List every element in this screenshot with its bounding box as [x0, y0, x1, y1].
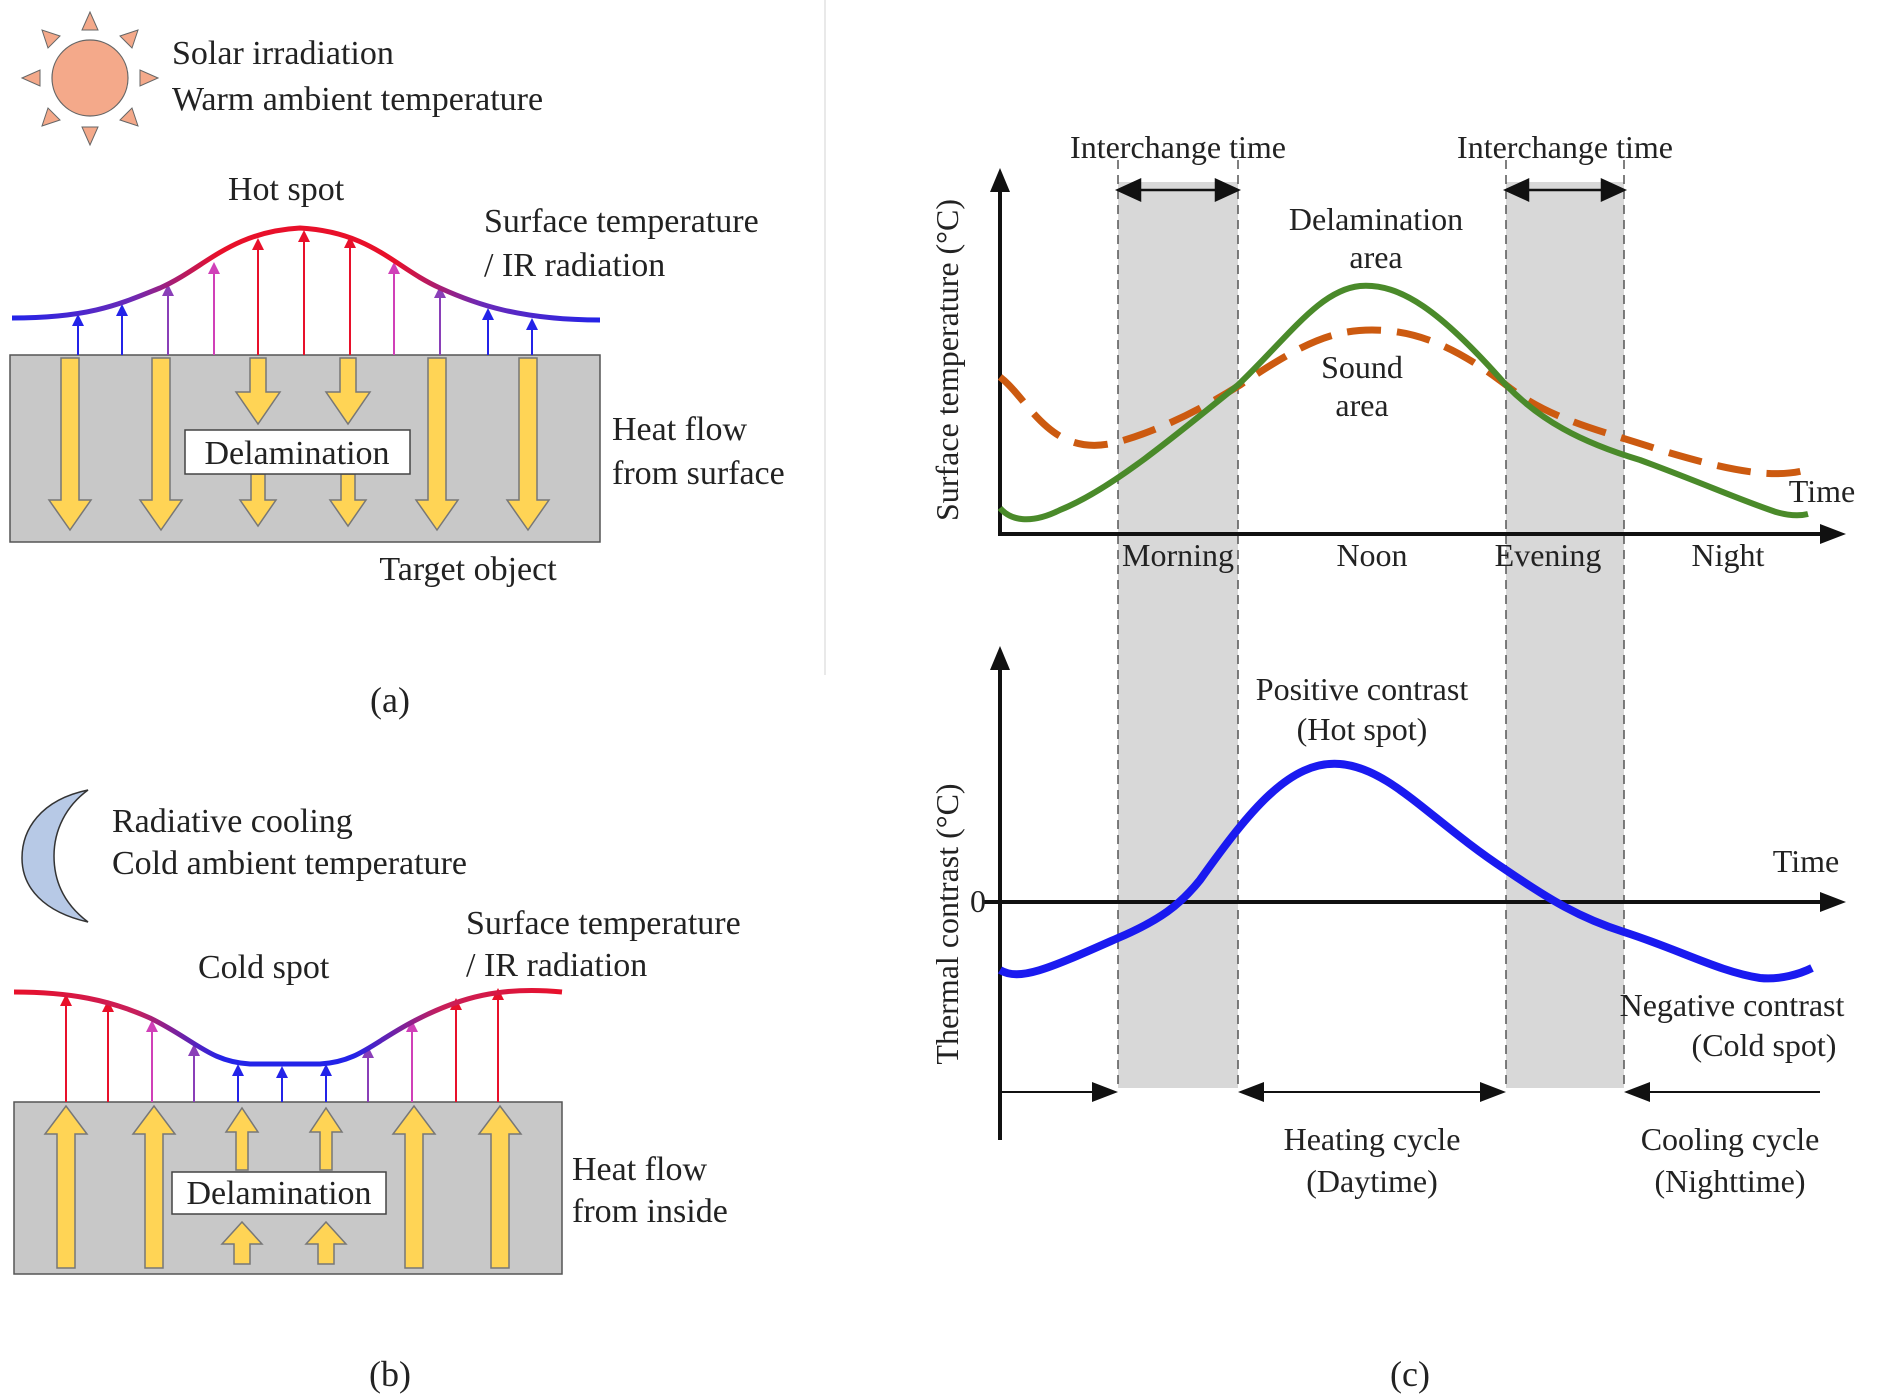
panel-a-spot-label: Hot spot — [228, 171, 345, 208]
interchange-arrows — [1114, 178, 1628, 202]
negative-contrast-line1: Negative contrast — [1620, 987, 1845, 1023]
moon-icon — [21, 789, 89, 923]
panel-a-surface-line2: / IR radiation — [484, 247, 665, 284]
delamination-label-line2: area — [1349, 239, 1402, 275]
panel-a-caption: (a) — [370, 680, 410, 720]
sound-area-curve — [997, 326, 1807, 478]
panel-b-delamination-box — [171, 1171, 387, 1215]
panel-a-heat-line1: Heat flow — [612, 411, 747, 448]
period-label-morning: Morning — [1122, 537, 1234, 573]
bottom-chart-ylabel: Thermal contrast (°C) — [929, 783, 965, 1064]
panel-b-defect-label: Delamination — [186, 1175, 371, 1212]
period-label-evening: Evening — [1495, 537, 1602, 573]
top-chart-axes — [990, 168, 1846, 544]
cycle-arrows — [1000, 1082, 1820, 1102]
top-chart-xlabel: Time — [1789, 473, 1855, 509]
cooling-cycle-line1: Cooling cycle — [1641, 1121, 1820, 1157]
panel-b-caption: (b) — [369, 1354, 411, 1394]
heating-cycle-line1: Heating cycle — [1284, 1121, 1461, 1157]
panel-a: Solar irradiation Warm ambient temperatu… — [9, 10, 785, 720]
panel-a-surface-line1: Surface temperature — [484, 203, 759, 240]
panel-b-heat-line2: from inside — [572, 1193, 728, 1230]
bottom-chart-axes — [984, 646, 1846, 1140]
bottom-chart-xlabel: Time — [1773, 843, 1839, 879]
panel-a-env-line1: Solar irradiation — [172, 35, 394, 72]
interchange-band-evening — [1506, 182, 1624, 1088]
panel-b-env-line2: Cold ambient temperature — [112, 845, 467, 882]
panel-b-env-line1: Radiative cooling — [112, 803, 353, 840]
panel-b-spot-label: Cold spot — [198, 949, 330, 986]
panel-b-surface-curve — [13, 987, 563, 1067]
panel-b-ir-arrows — [60, 988, 504, 1102]
sound-label-line2: area — [1335, 387, 1388, 423]
sound-label-line1: Sound — [1321, 349, 1403, 385]
sun-icon — [20, 10, 160, 147]
panel-a-surface-curve — [11, 225, 601, 323]
panel-b-surface-line1: Surface temperature — [466, 905, 741, 942]
panel-a-ir-arrows — [72, 230, 538, 355]
delamination-label-line1: Delamination — [1289, 201, 1463, 237]
interchange-band-morning — [1118, 182, 1238, 1088]
panel-c: Interchange time Interchange time Surfac… — [929, 129, 1855, 1394]
panel-a-heat-line2: from surface — [612, 455, 785, 492]
zero-tick-label: 0 — [970, 883, 986, 919]
period-label-noon: Noon — [1336, 537, 1407, 573]
panel-a-env-line2: Warm ambient temperature — [172, 81, 543, 118]
heating-cycle-line2: (Daytime) — [1306, 1163, 1438, 1199]
interchange-label-1: Interchange time — [1070, 129, 1286, 165]
negative-contrast-line2: (Cold spot) — [1692, 1027, 1837, 1063]
panel-a-delamination-box — [184, 429, 411, 475]
panel-a-defect-label: Delamination — [204, 435, 389, 472]
positive-contrast-line1: Positive contrast — [1256, 671, 1469, 707]
period-label-night: Night — [1692, 537, 1765, 573]
panel-a-heat-arrows — [47, 357, 551, 532]
panel-b-surface-line2: / IR radiation — [466, 947, 647, 984]
thermal-contrast-curve — [997, 759, 1814, 983]
delamination-area-curve — [997, 282, 1809, 523]
panel-b-heat-line1: Heat flow — [572, 1151, 707, 1188]
top-chart-ylabel: Surface temperature (°C) — [929, 199, 965, 521]
cooling-cycle-line2: (Nighttime) — [1654, 1163, 1805, 1199]
panel-b-heat-arrows — [43, 1104, 523, 1269]
panel-c-caption: (c) — [1390, 1354, 1430, 1394]
panel-a-object-label: Target object — [379, 551, 557, 588]
interchange-label-2: Interchange time — [1457, 129, 1673, 165]
panel-b: Radiative cooling Cold ambient temperatu… — [13, 789, 741, 1394]
positive-contrast-line2: (Hot spot) — [1297, 711, 1428, 747]
